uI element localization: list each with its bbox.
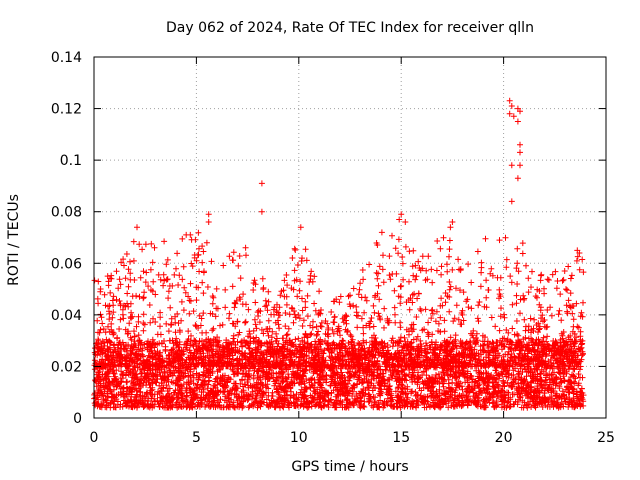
y-tick-label: 0.06 bbox=[51, 256, 82, 272]
grid-lines bbox=[94, 57, 606, 418]
plot-frame bbox=[93, 56, 607, 419]
y-tick-label: 0.1 bbox=[60, 153, 82, 169]
x-tick-label: 15 bbox=[392, 430, 410, 446]
x-tick-label: 0 bbox=[90, 430, 99, 446]
x-axis-label: GPS time / hours bbox=[291, 459, 408, 475]
x-tick-label: 10 bbox=[290, 430, 308, 446]
y-tick-label: 0.04 bbox=[51, 308, 82, 324]
y-tick-label: 0.08 bbox=[51, 205, 82, 221]
data-points bbox=[91, 97, 587, 411]
chart-title: Day 062 of 2024, Rate Of TEC Index for r… bbox=[166, 20, 534, 36]
y-tick-label: 0.14 bbox=[51, 50, 82, 66]
y-tick-label: 0.02 bbox=[51, 359, 82, 375]
x-tick-label: 25 bbox=[597, 430, 615, 446]
y-tick-label: 0 bbox=[73, 411, 82, 427]
y-axis: 0 0.02 0.04 0.06 0.08 0.1 0.12 0.14 bbox=[51, 50, 606, 427]
x-tick-label: 5 bbox=[192, 430, 201, 446]
x-tick-label: 20 bbox=[495, 430, 513, 446]
roti-series-markers bbox=[91, 97, 587, 411]
x-axis: 0 5 10 15 20 25 bbox=[90, 57, 615, 446]
y-tick-label: 0.12 bbox=[51, 102, 82, 118]
y-axis-label: ROTI / TECUs bbox=[6, 194, 22, 286]
